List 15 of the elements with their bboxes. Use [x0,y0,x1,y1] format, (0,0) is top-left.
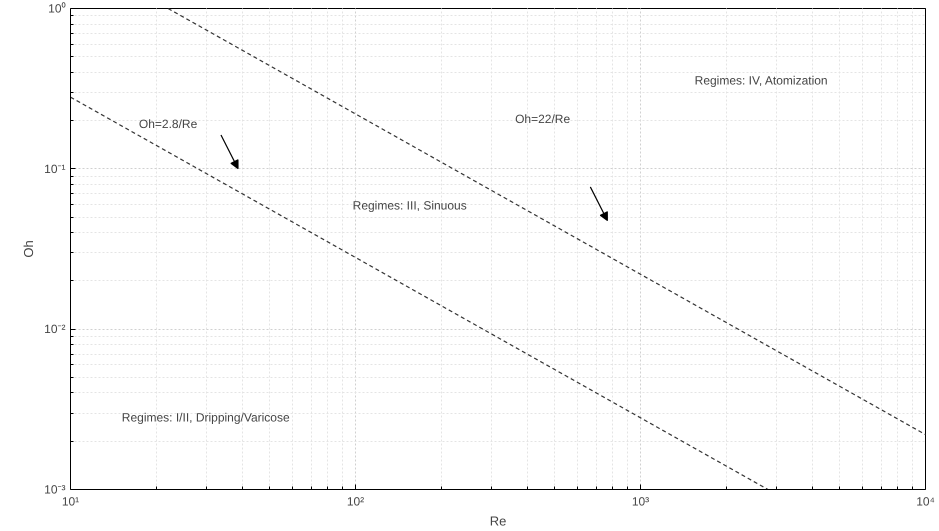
x-tick-label: 10³ [632,494,650,508]
y-tick-label: 10⁻³ [44,482,66,496]
annotation: Regimes: I/II, Dripping/Varicose [122,410,290,424]
y-tick-label: 10⁰ [48,2,66,16]
annotation: Regimes: III, Sinuous [352,198,467,213]
y-axis-title: Oh [21,240,36,258]
x-tick-label: 10¹ [62,494,80,508]
x-tick-label: 10² [346,494,364,508]
annotation: Oh=22/Re [515,112,570,126]
x-axis-title: Re [490,514,506,528]
annotation: Oh=2.8/Re [138,116,198,131]
y-tick-label: 10⁻¹ [44,162,66,176]
x-tick-label: 10⁴ [916,494,935,508]
y-tick-label: 10⁻² [44,322,66,336]
annotation: Regimes: IV, Atomization [694,74,828,88]
